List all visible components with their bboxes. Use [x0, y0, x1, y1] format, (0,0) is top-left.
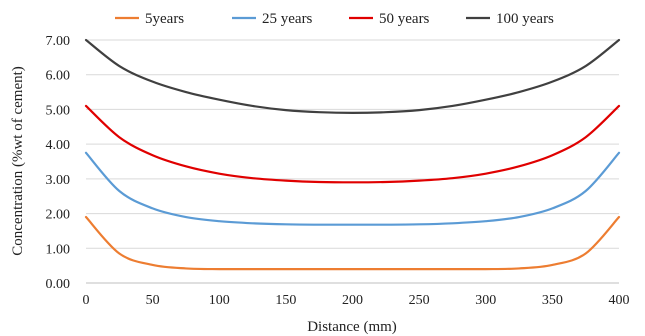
x-tick-label: 0 [83, 293, 90, 308]
x-tick-label: 400 [609, 293, 630, 308]
x-tick-label: 250 [409, 293, 430, 308]
y-tick-label: 6.00 [46, 69, 71, 84]
x-tick-label: 50 [146, 293, 160, 308]
y-tick-label: 1.00 [46, 242, 71, 257]
x-tick-label: 150 [275, 293, 296, 308]
y-tick-label: 0.00 [46, 277, 71, 292]
x-axis-label: Distance (mm) [307, 319, 397, 335]
y-tick-label: 2.00 [46, 208, 71, 223]
x-tick-label: 200 [342, 293, 363, 308]
y-tick-label: 7.00 [46, 34, 71, 49]
series-line-0 [84, 215, 621, 271]
legend: 5years 25 years 50 years 100 years [115, 11, 554, 27]
legend-label-2: 50 years [379, 11, 430, 27]
series-line-3 [84, 38, 621, 114]
x-tick-label: 300 [475, 293, 496, 308]
legend-label-1: 25 years [262, 11, 313, 27]
legend-label-0: 5years [145, 11, 184, 27]
series-line-2 [84, 104, 621, 184]
x-tick-label: 100 [209, 293, 230, 308]
series-layer [84, 38, 621, 271]
legend-label-3: 100 years [496, 11, 554, 27]
x-tick-label: 350 [542, 293, 563, 308]
gridlines [86, 39, 619, 249]
y-tick-label: 4.00 [46, 138, 71, 153]
y-tick-label: 3.00 [46, 173, 71, 188]
y-axis-label: Concentration (%wt of cement) [10, 66, 26, 256]
y-tick-label: 5.00 [46, 103, 71, 118]
y-tick-labels: 0.00 1.00 2.00 3.00 4.00 5.00 6.00 7.00 [46, 34, 71, 292]
series-line-1 [84, 151, 621, 226]
x-tick-labels: 0 50 100 150 200 250 300 350 400 [83, 293, 630, 308]
